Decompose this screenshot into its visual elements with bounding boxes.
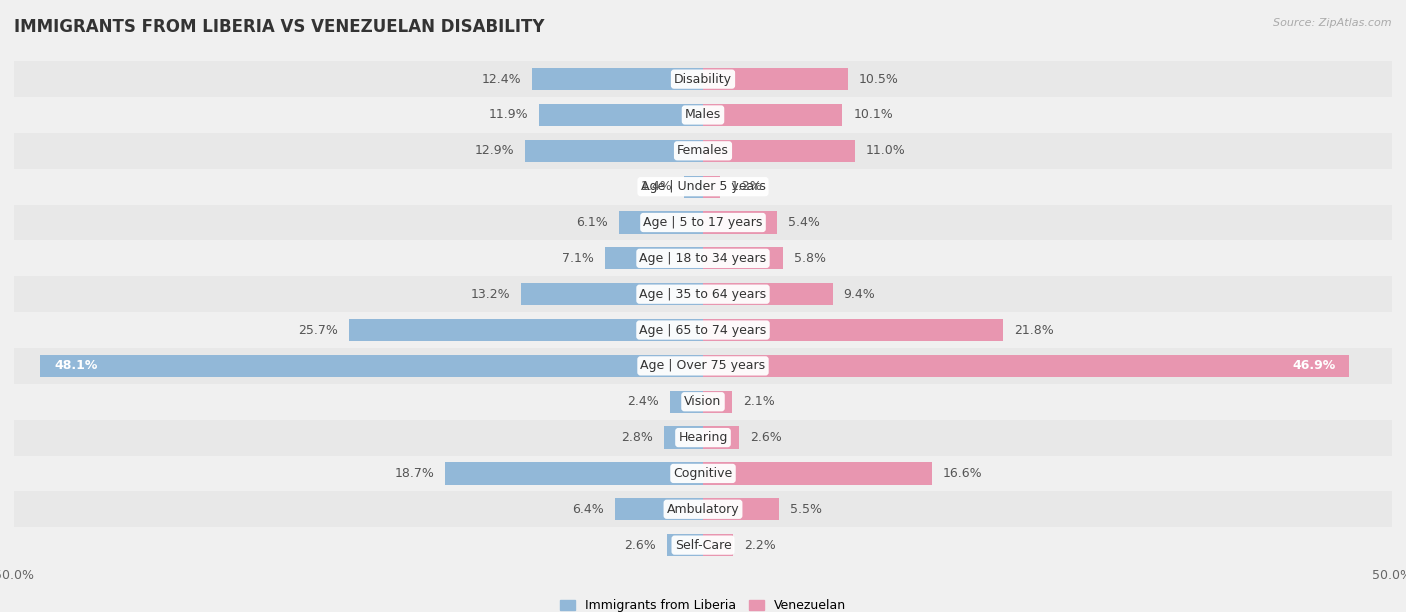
Text: 12.9%: 12.9% [475,144,515,157]
Text: 2.1%: 2.1% [742,395,775,408]
Text: Age | 5 to 17 years: Age | 5 to 17 years [644,216,762,229]
Text: 21.8%: 21.8% [1014,324,1054,337]
Bar [522,283,703,305]
Text: Vision: Vision [685,395,721,408]
Text: 25.7%: 25.7% [298,324,337,337]
Bar [14,204,1392,241]
Bar [619,211,703,234]
Text: Age | 18 to 34 years: Age | 18 to 34 years [640,252,766,265]
Bar [14,491,1392,527]
Bar [703,319,1004,341]
Bar [14,97,1392,133]
Bar [14,348,1392,384]
Text: Ambulatory: Ambulatory [666,503,740,516]
Bar [14,384,1392,420]
Text: 10.5%: 10.5% [859,73,898,86]
Bar [703,68,848,90]
Text: Age | 35 to 64 years: Age | 35 to 64 years [640,288,766,300]
Bar [14,169,1392,204]
Legend: Immigrants from Liberia, Venezuelan: Immigrants from Liberia, Venezuelan [555,594,851,612]
Bar [531,68,703,90]
Text: Source: ZipAtlas.com: Source: ZipAtlas.com [1274,18,1392,28]
Text: 2.6%: 2.6% [624,539,657,551]
Text: 5.4%: 5.4% [789,216,820,229]
Bar [526,140,703,162]
Text: Age | Over 75 years: Age | Over 75 years [641,359,765,372]
Text: 2.8%: 2.8% [621,431,654,444]
Bar [605,247,703,269]
Text: Cognitive: Cognitive [673,467,733,480]
Bar [703,534,734,556]
Bar [14,276,1392,312]
Text: Males: Males [685,108,721,121]
Bar [703,104,842,126]
Bar [14,241,1392,276]
Text: 2.6%: 2.6% [749,431,782,444]
Bar [669,390,703,413]
Bar [41,355,703,377]
Text: 5.8%: 5.8% [794,252,825,265]
Bar [614,498,703,520]
Bar [14,455,1392,491]
Text: 9.4%: 9.4% [844,288,876,300]
Text: 5.5%: 5.5% [790,503,821,516]
Text: 11.9%: 11.9% [488,108,529,121]
Bar [703,176,720,198]
Bar [665,427,703,449]
Text: 6.4%: 6.4% [572,503,603,516]
Bar [349,319,703,341]
Text: Age | Under 5 years: Age | Under 5 years [641,180,765,193]
Bar [14,312,1392,348]
Text: Females: Females [678,144,728,157]
Text: Hearing: Hearing [678,431,728,444]
Bar [446,462,703,485]
Bar [14,61,1392,97]
Text: 2.4%: 2.4% [627,395,659,408]
Text: 12.4%: 12.4% [481,73,522,86]
Text: 7.1%: 7.1% [562,252,595,265]
Text: 16.6%: 16.6% [943,467,983,480]
Text: 10.1%: 10.1% [853,108,893,121]
Text: 1.2%: 1.2% [731,180,762,193]
Bar [14,133,1392,169]
Text: 11.0%: 11.0% [866,144,905,157]
Text: Self-Care: Self-Care [675,539,731,551]
Bar [683,176,703,198]
Bar [668,534,703,556]
Text: 2.2%: 2.2% [744,539,776,551]
Bar [14,420,1392,455]
Text: 18.7%: 18.7% [395,467,434,480]
Bar [703,462,932,485]
Text: 6.1%: 6.1% [576,216,607,229]
Text: Age | 65 to 74 years: Age | 65 to 74 years [640,324,766,337]
Text: 1.4%: 1.4% [641,180,672,193]
Text: 13.2%: 13.2% [471,288,510,300]
Bar [14,527,1392,563]
Bar [703,427,738,449]
Text: 48.1%: 48.1% [53,359,97,372]
Bar [703,140,855,162]
Bar [538,104,703,126]
Bar [703,498,779,520]
Text: 46.9%: 46.9% [1292,359,1336,372]
Bar [703,390,733,413]
Text: IMMIGRANTS FROM LIBERIA VS VENEZUELAN DISABILITY: IMMIGRANTS FROM LIBERIA VS VENEZUELAN DI… [14,18,544,36]
Bar [703,283,832,305]
Bar [703,247,783,269]
Text: Disability: Disability [673,73,733,86]
Bar [703,211,778,234]
Bar [703,355,1350,377]
